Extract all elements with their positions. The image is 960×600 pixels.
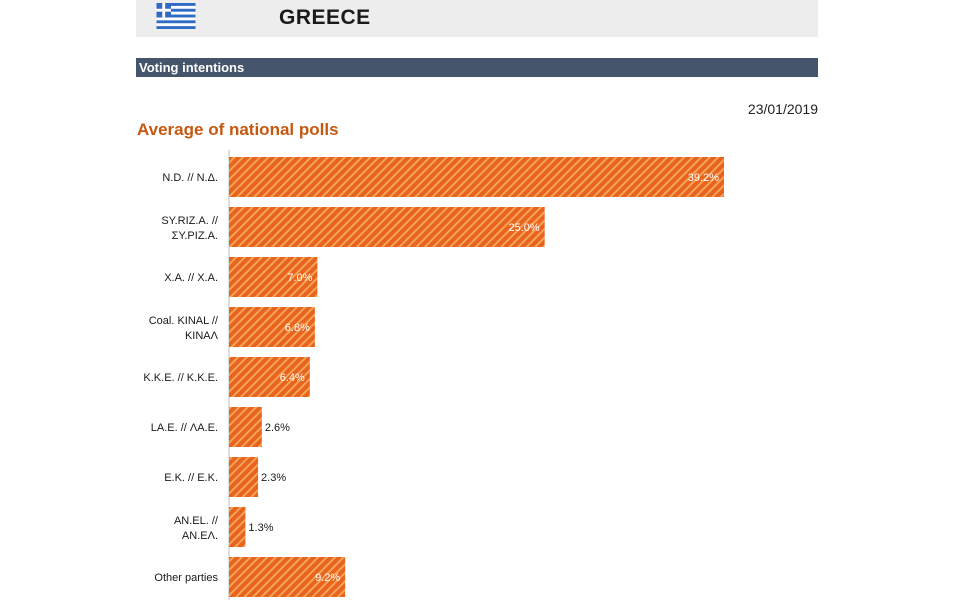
value-label: 2.3% [261,472,286,484]
category-label: E.K. // Ε.Κ. [164,472,218,484]
section-title: Voting intentions [139,60,245,75]
bar [229,457,259,497]
bar [229,507,246,547]
category-label: AN.EL. //ΑΝ.ΕΛ. [174,515,219,542]
value-label: 39.2% [688,172,719,184]
value-label: 6.4% [280,372,305,384]
bar [229,257,318,297]
bar [229,307,315,347]
bar [229,357,310,397]
category-label: LA.E. // ΛΑ.Ε. [151,422,218,434]
category-label: X.A. // Χ.Α. [164,272,218,284]
chart-title: Average of national polls [137,120,339,139]
bar [229,207,545,247]
country-header: GREECE [136,0,818,37]
value-label: 2.6% [265,422,290,434]
value-label: 1.3% [248,522,273,534]
value-label: 25.0% [508,222,539,234]
category-label: K.K.E. // Κ.Κ.Ε. [143,372,218,384]
category-label: Other parties [154,572,218,584]
value-label: 9.2% [315,572,340,584]
bar [229,157,724,197]
bar [229,407,262,447]
poll-date: 23/01/2019 [747,101,818,117]
category-label: N.D. // Ν.Δ. [162,172,218,184]
bar [229,557,346,597]
greek-flag-icon [156,3,196,29]
value-label: 7.0% [287,272,312,284]
value-label: 6.8% [285,322,310,334]
country-title: GREECE [279,6,371,29]
category-label: Coal. KINAL //ΚΙΝΑΛ [149,315,219,342]
category-label: SY.RIZ.A. //ΣΥ.ΡΙΖ.Α. [161,215,219,242]
section-bar: Voting intentions [136,58,818,77]
